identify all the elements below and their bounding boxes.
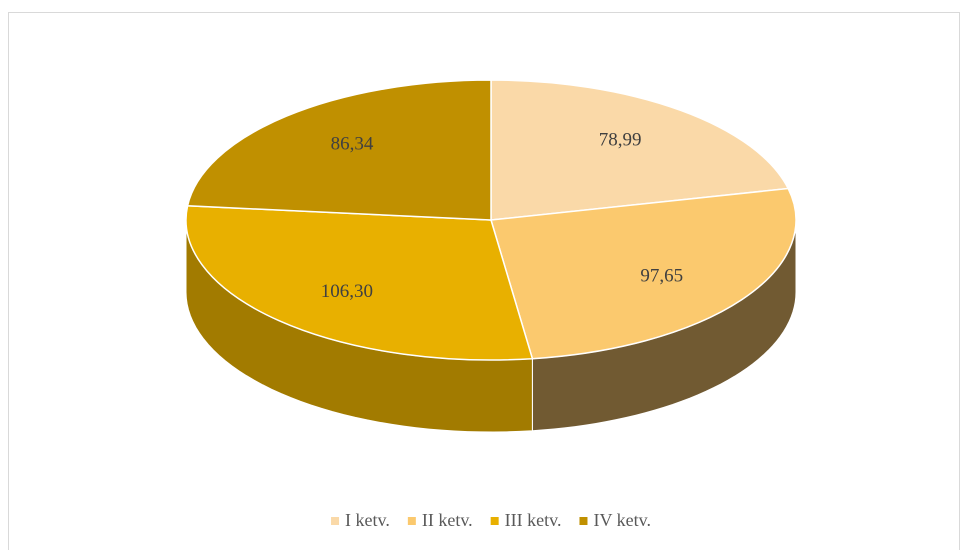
pie-slice	[186, 79, 492, 221]
pie-slice	[185, 205, 534, 361]
pie-slice	[490, 187, 797, 360]
legend: I ketv. II ketv. III ketv. IV ketv.	[331, 510, 651, 530]
data-label: 106,30	[321, 281, 373, 302]
legend-label: IV ketv.	[593, 510, 651, 530]
legend-swatch	[490, 517, 499, 525]
legend-label: I ketv.	[345, 510, 390, 530]
legend-label: II ketv.	[422, 510, 473, 530]
legend-label: III ketv.	[505, 510, 562, 530]
data-label: 86,34	[331, 134, 374, 155]
pie-slice	[490, 79, 790, 221]
data-label: 78,99	[599, 129, 642, 150]
legend-swatch	[407, 517, 416, 525]
data-label: 97,65	[640, 266, 683, 287]
legend-swatch	[331, 517, 340, 525]
legend-swatch	[579, 517, 588, 525]
